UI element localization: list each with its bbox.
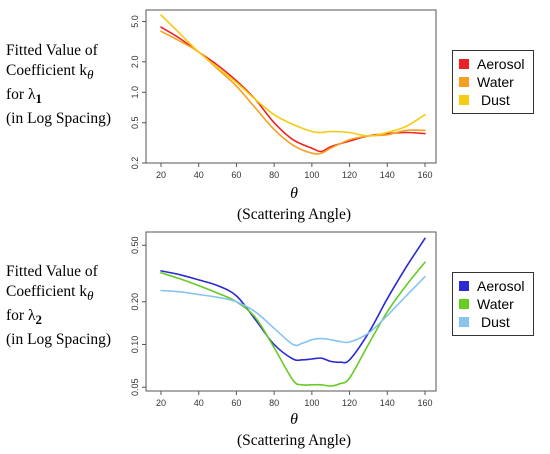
top-xtick-label: 120 — [342, 170, 357, 180]
bottom-plot-frame — [145, 231, 437, 392]
bottom-xlabel: θ (Scattering Angle) — [144, 410, 444, 452]
bottom-ytick-label: 0.10 — [130, 336, 140, 354]
bottom-xtick-label: 140 — [380, 398, 395, 408]
bottom-legend: Aerosol Water Dust — [452, 272, 535, 336]
bottom-ylabel-line3: for λ2 — [6, 307, 42, 328]
top-ylabel: Fitted Value of Coefficient kθ for λ1 (i… — [6, 41, 111, 129]
bottom-legend-dust-swatch — [459, 317, 469, 327]
bottom-xtick-label: 120 — [342, 398, 357, 408]
bottom-ylabel-line2: Coefficient kθ — [6, 283, 94, 304]
bottom-legend-aerosol: Aerosol — [459, 278, 524, 294]
top-xtick-label: 60 — [231, 170, 241, 180]
top-legend-water-swatch — [459, 77, 469, 87]
bottom-series-dust-line — [160, 275, 426, 347]
bottom-legend-water-label: Water — [477, 296, 514, 312]
bottom-legend-dust-label: Dust — [481, 314, 510, 330]
bottom-legend-dust: Dust — [459, 314, 524, 330]
bottom-ytick-label: 0.05 — [130, 378, 140, 396]
bottom-ylabel-line1: Fitted Value of — [6, 263, 98, 280]
top-xtick-label: 40 — [194, 170, 204, 180]
top-xlabel-theta: θ — [290, 185, 298, 202]
top-ytick-label: 1.0 — [130, 86, 140, 99]
bottom-series-water-line — [160, 261, 426, 387]
top-legend-water-label: Water — [477, 74, 514, 90]
top-xtick-label: 140 — [380, 170, 395, 180]
top-legend-aerosol: Aerosol — [459, 56, 524, 72]
top-plot-frame — [145, 9, 437, 164]
bottom-legend-water: Water — [459, 296, 524, 312]
top-xtick-label: 20 — [156, 170, 166, 180]
bottom-xtick-label: 80 — [269, 398, 279, 408]
bottom-legend-water-swatch — [459, 299, 469, 309]
top-legend-dust-label: Dust — [481, 92, 510, 108]
bottom-ytick-label: 0.50 — [130, 236, 140, 254]
top-ytick-label: 0.5 — [130, 116, 140, 129]
bottom-xlabel-theta: θ — [290, 411, 298, 428]
top-ylabel-line2: Coefficient kθ — [6, 62, 94, 83]
top-xlabel-sub: (Scattering Angle) — [236, 206, 352, 223]
bottom-legend-aerosol-label: Aerosol — [477, 278, 525, 294]
bottom-xtick-label: 60 — [231, 398, 241, 408]
top-xtick-label: 100 — [304, 170, 319, 180]
bottom-series-aerosol-line — [160, 237, 426, 364]
bottom-xlabel-sub: (Scattering Angle) — [236, 432, 352, 449]
top-legend-dust: Dust — [459, 92, 524, 108]
top-series-dust-line — [160, 14, 426, 137]
bottom-ylabel-line4: (in Log Spacing) — [6, 331, 112, 349]
top-xlabel: θ (Scattering Angle) — [144, 184, 444, 226]
bottom-xtick-label: 20 — [156, 398, 166, 408]
bottom-xtick-label: 40 — [194, 398, 204, 408]
top-ylabel-line3: for λ1 — [6, 86, 42, 107]
top-ytick-label: 5.0 — [130, 15, 140, 28]
bottom-ylabel: Fitted Value of Coefficient kθ for λ2 (i… — [6, 262, 111, 350]
top-legend-aerosol-label: Aerosol — [477, 56, 525, 72]
top-ytick-label: 2.0 — [130, 56, 140, 69]
bottom-ytick-label: 0.20 — [130, 293, 140, 311]
bottom-xtick-label: 160 — [417, 398, 432, 408]
top-legend-dust-swatch — [459, 95, 469, 105]
top-legend-water: Water — [459, 74, 524, 90]
top-legend-aerosol-swatch — [459, 59, 469, 69]
top-ylabel-line4: (in Log Spacing) — [6, 110, 112, 128]
bottom-xtick-label: 100 — [304, 398, 319, 408]
top-xtick-label: 80 — [269, 170, 279, 180]
bottom-legend-aerosol-swatch — [459, 281, 469, 291]
top-xtick-label: 160 — [417, 170, 432, 180]
top-ylabel-line1: Fitted Value of — [6, 42, 98, 59]
top-ytick-label: 0.2 — [130, 157, 140, 170]
top-legend: Aerosol Water Dust — [452, 50, 535, 114]
